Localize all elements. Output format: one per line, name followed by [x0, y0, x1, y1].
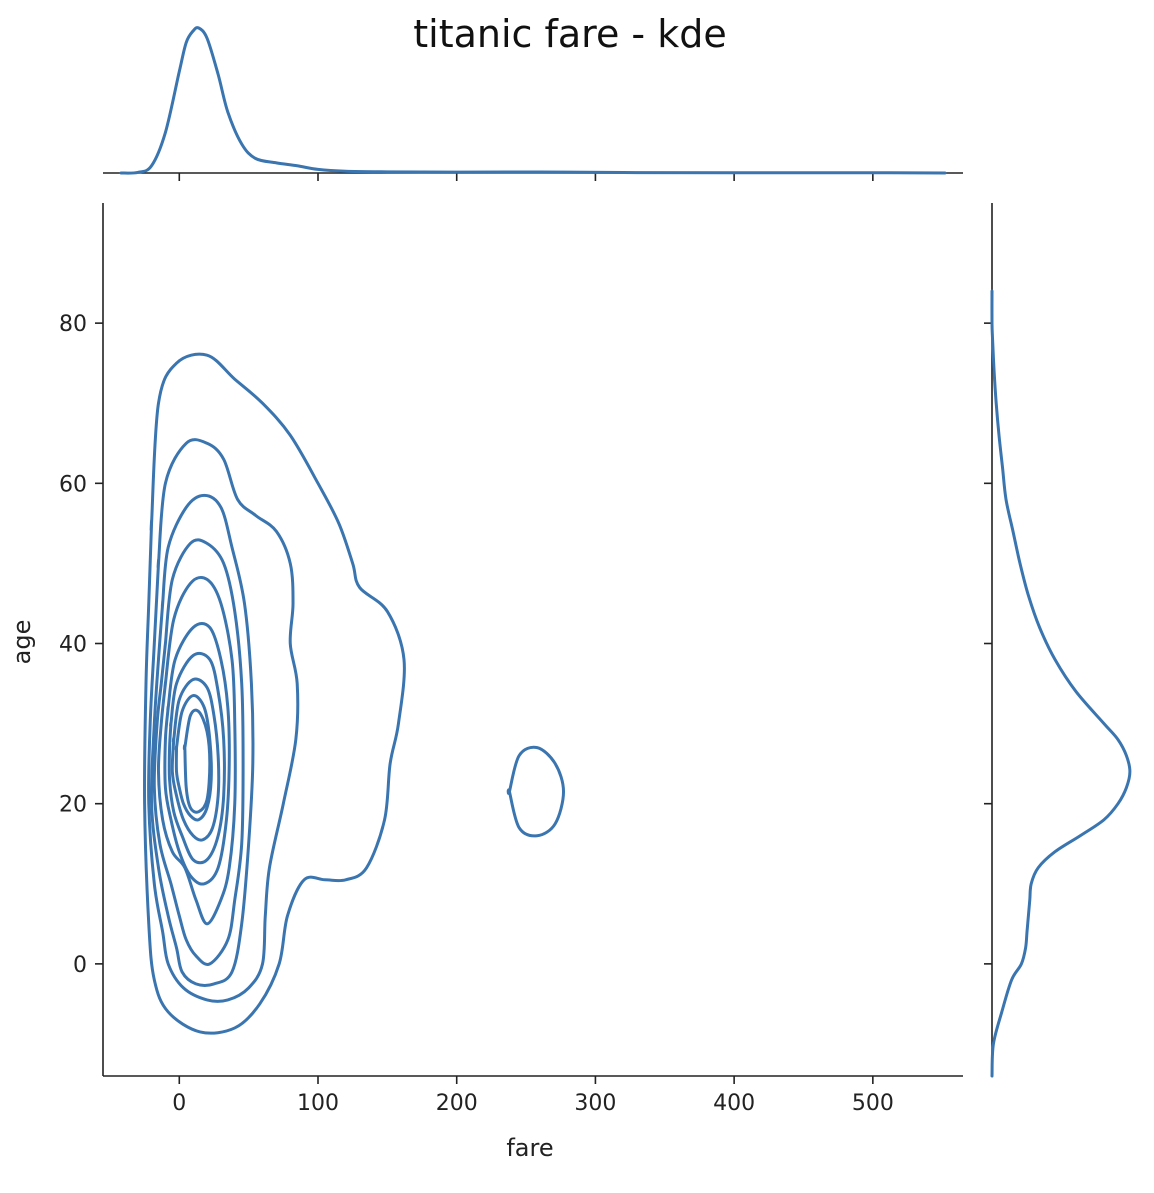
- kde-contour: [506, 745, 566, 838]
- kde-contour: [174, 694, 213, 822]
- y-tick-label: 60: [59, 472, 87, 497]
- joint-axes: 0 100 200 300 400 500 0 20 40 60 80: [59, 203, 963, 1116]
- chart-title: titanic fare - kde: [413, 12, 727, 56]
- x-tick-label: 100: [297, 1091, 339, 1116]
- y-tick-label: 80: [59, 312, 87, 337]
- y-tick-label: 20: [59, 793, 87, 818]
- marginal-y-panel: [984, 203, 1132, 1078]
- kde-contour: [163, 621, 231, 886]
- x-tick-label: 0: [172, 1091, 186, 1116]
- marginal-x-panel: [103, 26, 963, 181]
- y-tick-label: 40: [59, 633, 87, 658]
- kde-contour: [182, 708, 212, 814]
- y-tick-label: 0: [73, 953, 87, 978]
- kde-contour: [170, 677, 221, 842]
- kde-contours: [143, 352, 566, 1035]
- kde-contour: [143, 352, 406, 1035]
- kde-contour: [149, 493, 255, 987]
- kde-contour: [167, 651, 226, 865]
- x-tick-label: 200: [436, 1091, 478, 1116]
- marginal-x-density-line: [119, 26, 947, 175]
- x-tick-label: 500: [852, 1091, 894, 1116]
- kde-contour: [147, 438, 300, 1003]
- x-tick-label: 300: [574, 1091, 616, 1116]
- marginal-y-density-line: [990, 289, 1132, 1078]
- x-tick-label: 400: [713, 1091, 755, 1116]
- kde-contour: [156, 575, 237, 926]
- kde-contour: [152, 538, 245, 966]
- x-axis-label: fare: [506, 1134, 553, 1162]
- y-axis-label: age: [8, 620, 36, 665]
